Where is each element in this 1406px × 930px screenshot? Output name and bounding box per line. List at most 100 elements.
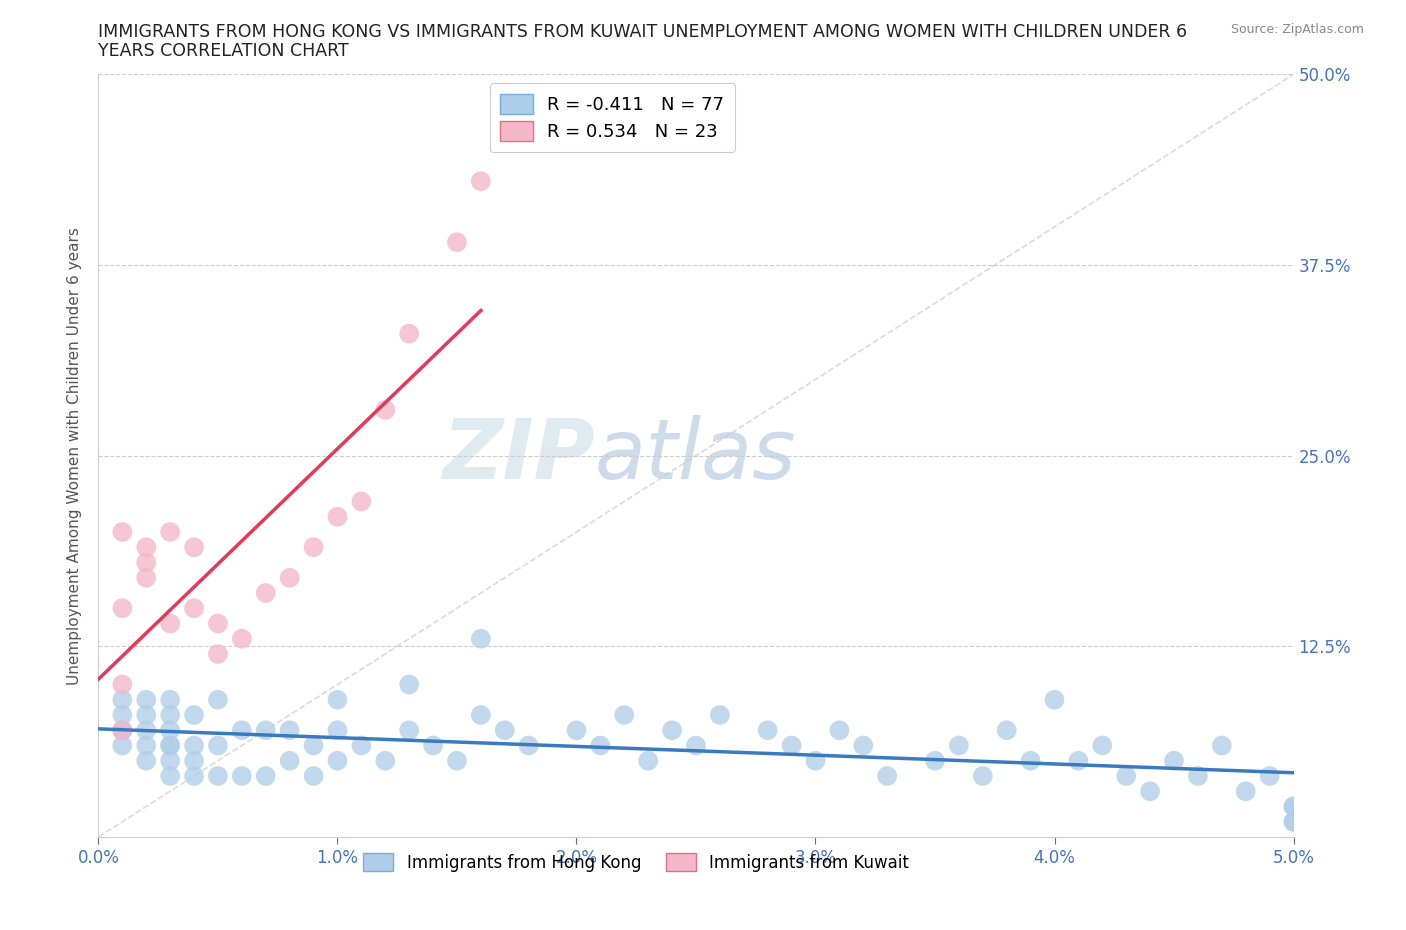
Point [1163,753,1185,768]
Point [446,753,468,768]
Point [183,539,205,554]
Point [1282,799,1305,814]
Point [326,692,349,707]
Point [924,753,946,768]
Point [159,738,181,753]
Point [111,723,134,737]
Point [1234,784,1257,799]
Point [1115,768,1137,783]
Point [183,738,205,753]
Point [159,738,181,753]
Point [1019,753,1042,768]
Point [111,525,134,539]
Point [111,738,134,753]
Point [1187,768,1209,783]
Point [637,753,659,768]
Point [398,326,420,341]
Point [135,708,157,723]
Point [374,403,396,418]
Text: Source: ZipAtlas.com: Source: ZipAtlas.com [1230,23,1364,36]
Point [876,768,898,783]
Point [852,738,875,753]
Point [661,723,683,737]
Text: atlas: atlas [595,415,796,497]
Point [135,753,157,768]
Point [159,768,181,783]
Point [1091,738,1114,753]
Point [470,708,492,723]
Point [422,738,444,753]
Point [398,723,420,737]
Point [709,708,731,723]
Point [350,494,373,509]
Point [159,616,181,631]
Point [446,234,468,249]
Point [278,723,301,737]
Point [231,631,253,646]
Point [1282,799,1305,814]
Point [398,677,420,692]
Point [780,738,803,753]
Point [972,768,994,783]
Point [207,616,229,631]
Point [254,586,277,601]
Point [613,708,636,723]
Point [948,738,970,753]
Point [231,723,253,737]
Point [302,738,325,753]
Point [1282,815,1305,830]
Point [494,723,516,737]
Point [350,738,373,753]
Point [995,723,1018,737]
Point [135,570,157,585]
Point [111,677,134,692]
Point [183,601,205,616]
Y-axis label: Unemployment Among Women with Children Under 6 years: Unemployment Among Women with Children U… [67,227,83,684]
Point [756,723,779,737]
Point [207,692,229,707]
Point [517,738,540,753]
Point [374,753,396,768]
Point [111,692,134,707]
Point [207,646,229,661]
Text: IMMIGRANTS FROM HONG KONG VS IMMIGRANTS FROM KUWAIT UNEMPLOYMENT AMONG WOMEN WIT: IMMIGRANTS FROM HONG KONG VS IMMIGRANTS … [98,23,1188,41]
Point [159,708,181,723]
Point [326,510,349,525]
Legend: Immigrants from Hong Kong, Immigrants from Kuwait: Immigrants from Hong Kong, Immigrants fr… [357,846,915,878]
Point [111,708,134,723]
Point [470,174,492,189]
Point [111,601,134,616]
Point [1067,753,1090,768]
Point [183,768,205,783]
Point [231,768,253,783]
Point [828,723,851,737]
Point [326,723,349,737]
Point [278,753,301,768]
Point [135,539,157,554]
Point [302,539,325,554]
Point [685,738,707,753]
Point [159,753,181,768]
Point [159,525,181,539]
Point [254,723,277,737]
Point [1282,815,1305,830]
Point [470,631,492,646]
Point [111,723,134,737]
Text: YEARS CORRELATION CHART: YEARS CORRELATION CHART [98,42,349,60]
Point [135,723,157,737]
Point [159,723,181,737]
Point [1043,692,1066,707]
Point [254,768,277,783]
Point [183,753,205,768]
Point [1211,738,1233,753]
Point [207,768,229,783]
Point [111,723,134,737]
Point [1139,784,1161,799]
Point [183,708,205,723]
Point [135,555,157,570]
Point [159,692,181,707]
Point [278,570,301,585]
Point [589,738,612,753]
Point [135,738,157,753]
Point [207,738,229,753]
